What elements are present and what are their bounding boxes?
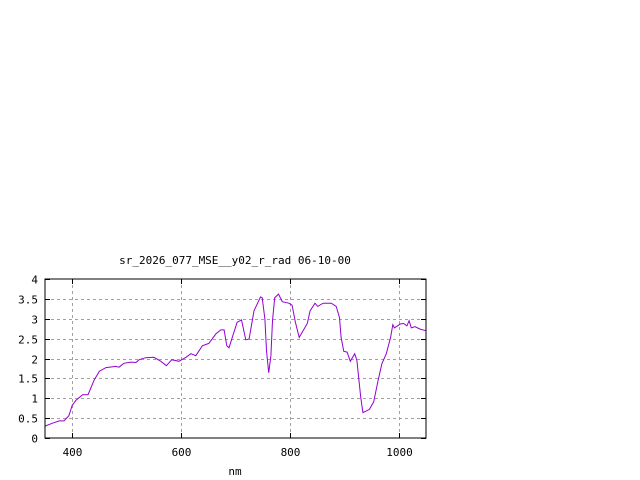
x-tick-label: 800 <box>281 446 301 459</box>
y-tick-label: 4 <box>31 274 38 287</box>
y-tick-label: 3.5 <box>18 294 38 307</box>
y-tick-label: 1.5 <box>18 373 38 386</box>
x-axis-label: nm <box>228 465 242 478</box>
y-tick-label: 2.5 <box>18 334 38 347</box>
y-tick-label: 0 <box>31 433 38 446</box>
y-tick-label: 1 <box>31 393 38 406</box>
plot-border <box>44 278 427 439</box>
grid <box>45 279 426 438</box>
axis-ticks: 0 0.5 1 1.5 2 2.5 3 3.5 4 400 600 800 1000 <box>18 274 426 459</box>
y-tick-label: 2 <box>31 354 38 367</box>
x-tick-label: 1000 <box>386 446 413 459</box>
y-tick-label: 3 <box>31 314 38 327</box>
series-line <box>44 293 427 427</box>
y-tick-label: 0.5 <box>18 413 38 426</box>
chart-title: sr_2026_077_MSE__y02_r_rad 06-10-00 <box>119 254 351 267</box>
x-tick-label: 600 <box>172 446 192 459</box>
x-tick-label: 400 <box>63 446 83 459</box>
